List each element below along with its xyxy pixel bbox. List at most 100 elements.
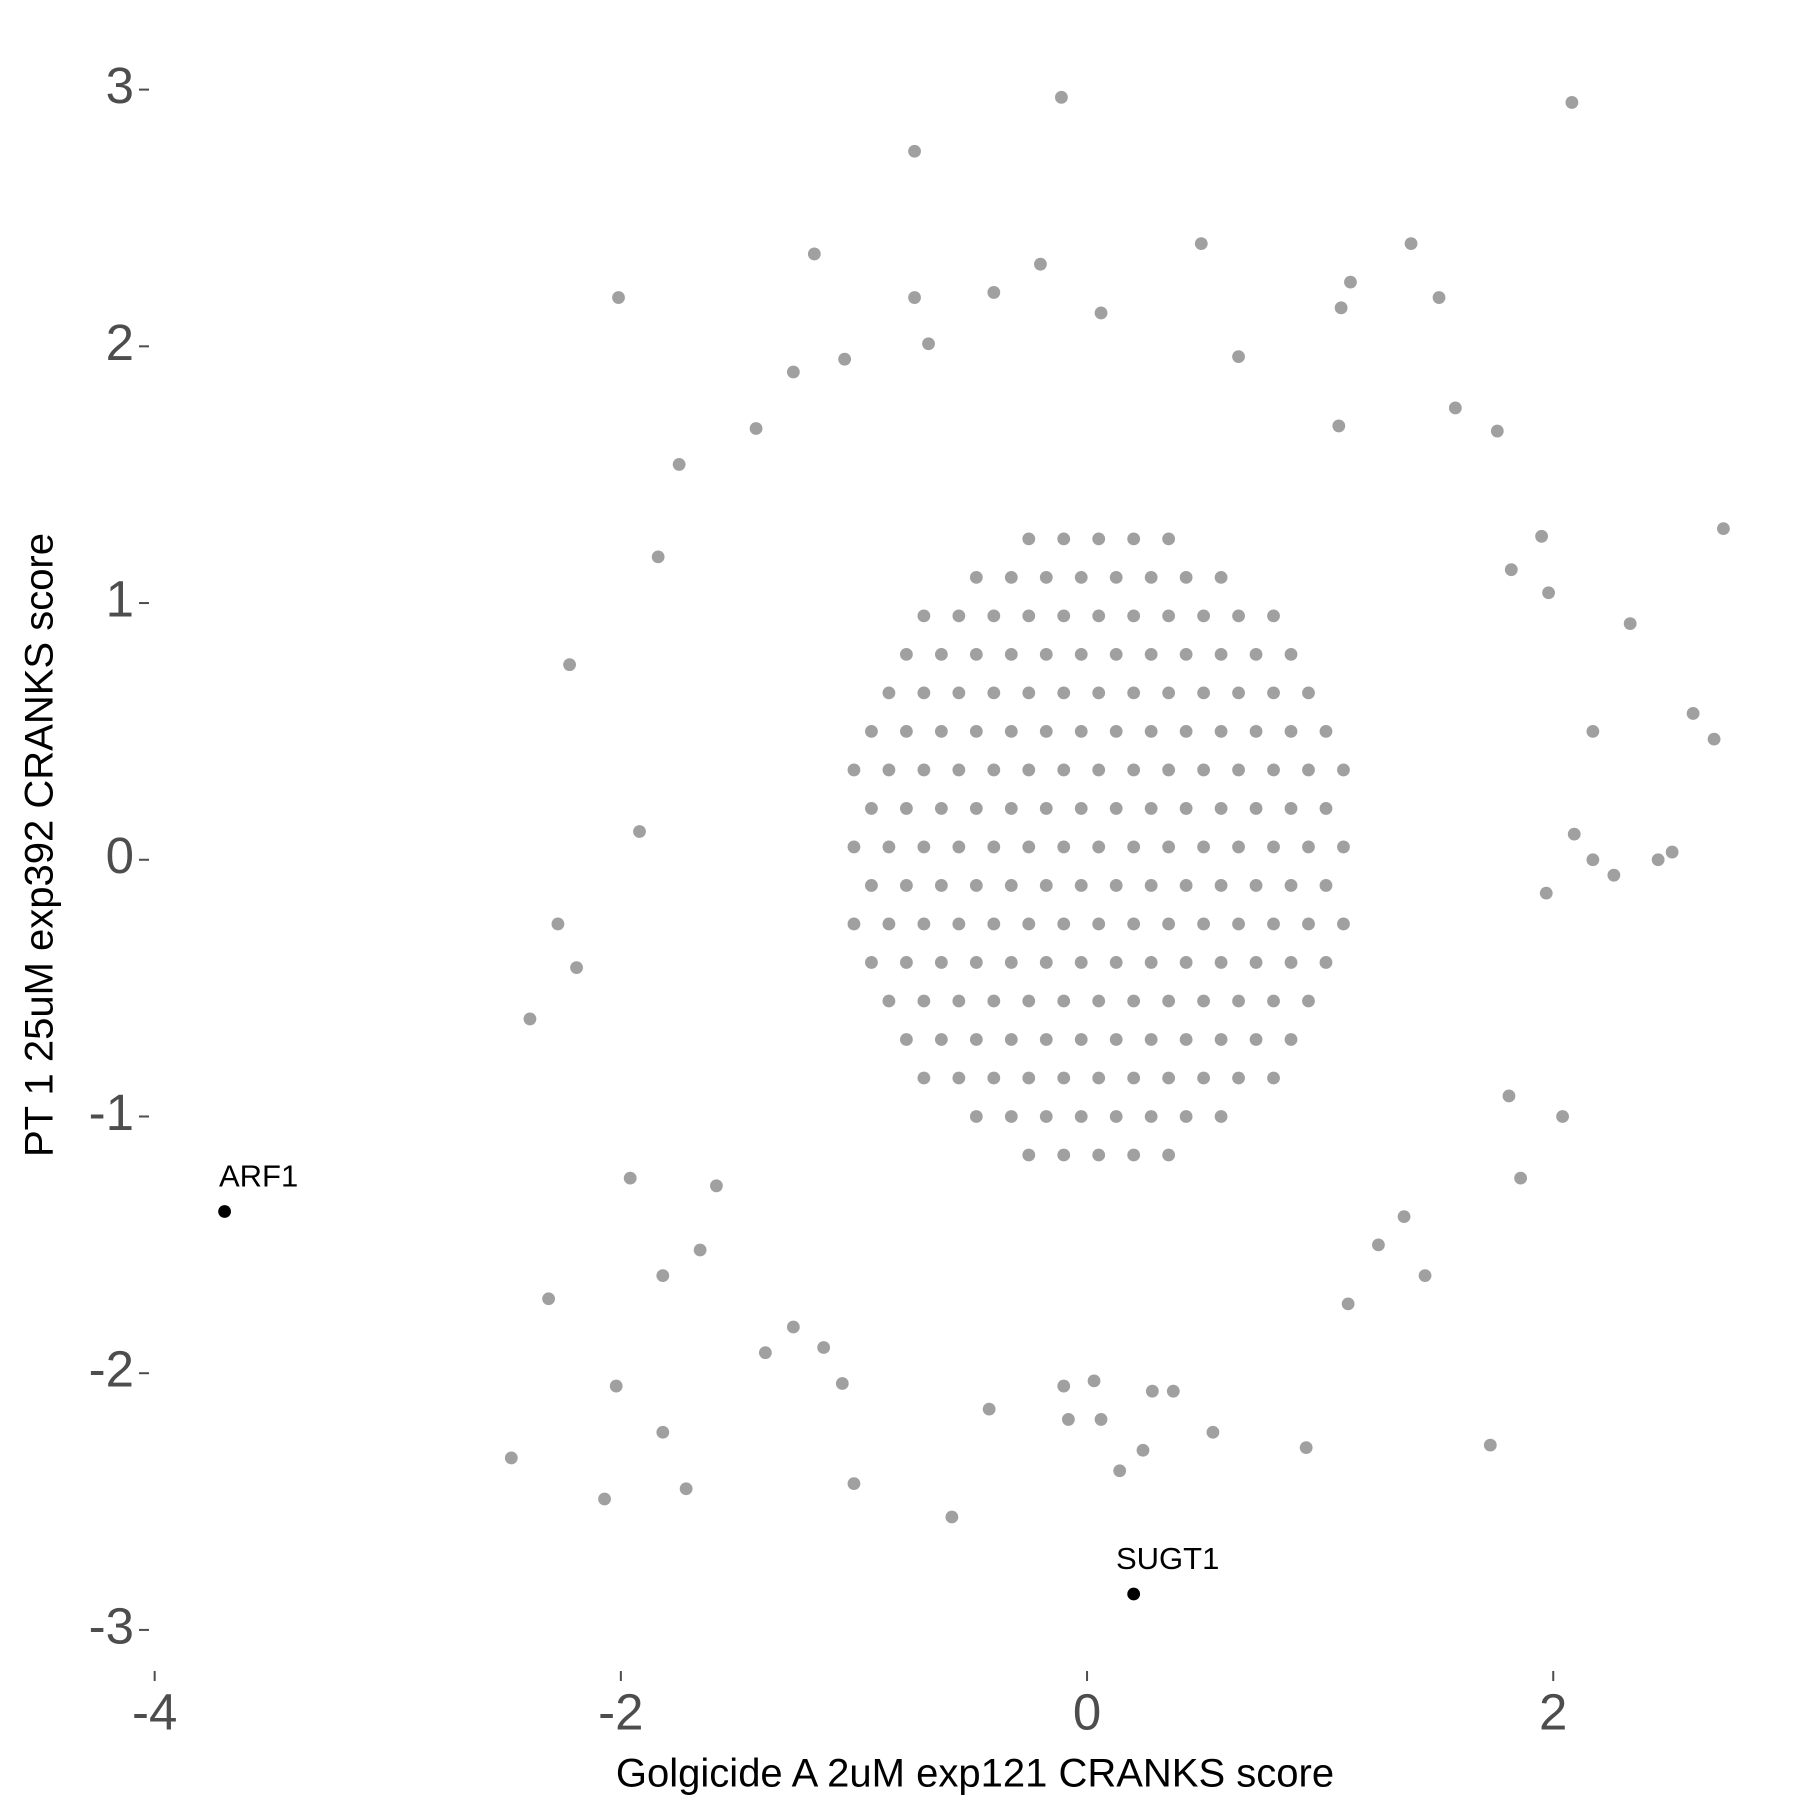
- point: [807, 247, 821, 261]
- y-tick-label: 3: [106, 57, 134, 114]
- point: [1092, 840, 1106, 854]
- point: [917, 763, 931, 777]
- point: [1039, 879, 1053, 892]
- point: [1707, 732, 1721, 746]
- point: [917, 994, 931, 1008]
- point: [1267, 1071, 1280, 1085]
- point: [1448, 401, 1462, 415]
- point: [1094, 1413, 1108, 1426]
- point: [1144, 956, 1158, 969]
- point: [1144, 725, 1158, 738]
- point: [1109, 1033, 1123, 1046]
- point: [1057, 1379, 1071, 1393]
- point: [1319, 956, 1333, 969]
- point: [900, 802, 913, 815]
- point: [838, 352, 852, 366]
- point: [570, 961, 583, 974]
- point: [987, 686, 1001, 700]
- point: [1127, 840, 1141, 854]
- point: [1004, 647, 1018, 661]
- point: [1214, 802, 1228, 815]
- point: [1057, 1071, 1071, 1085]
- point: [1197, 840, 1211, 854]
- point: [1087, 1374, 1101, 1388]
- point: [1302, 763, 1315, 777]
- x-axis-title: Golgicide A 2uM exp121 CRANKS score: [616, 1752, 1334, 1796]
- point: [817, 1341, 831, 1354]
- point: [1232, 994, 1245, 1008]
- x-tick-label: 0: [1073, 1683, 1101, 1740]
- point-label: ARF1: [219, 1159, 298, 1194]
- point: [945, 1510, 959, 1524]
- point: [1039, 647, 1053, 661]
- point: [900, 647, 913, 661]
- point: [1166, 1384, 1180, 1398]
- point: [917, 609, 931, 623]
- point: [1004, 570, 1018, 584]
- point: [1179, 879, 1193, 892]
- point: [1004, 725, 1018, 738]
- point: [1094, 306, 1108, 320]
- point: [1267, 994, 1280, 1008]
- point: [922, 337, 935, 351]
- point: [1214, 570, 1228, 584]
- point: [1144, 570, 1158, 584]
- point: [969, 879, 983, 892]
- point: [1299, 1441, 1313, 1455]
- point: [934, 1033, 948, 1046]
- point: [865, 725, 878, 738]
- point: [1341, 1297, 1355, 1311]
- point: [969, 1033, 983, 1046]
- point: [1214, 647, 1228, 661]
- point: [1127, 609, 1141, 623]
- point: [1092, 1148, 1106, 1162]
- point: [1022, 840, 1036, 854]
- point: [563, 658, 576, 672]
- point: [1302, 686, 1315, 700]
- point: [651, 550, 665, 564]
- point: [1162, 917, 1176, 931]
- point: [952, 686, 966, 700]
- point: [934, 879, 948, 892]
- point: [1162, 840, 1176, 854]
- point: [1197, 609, 1211, 623]
- point: [1062, 1413, 1075, 1426]
- point: [1319, 802, 1333, 815]
- point: [1686, 707, 1700, 720]
- y-tick-label: -3: [89, 1597, 134, 1654]
- point: [1194, 237, 1208, 251]
- point: [1214, 956, 1228, 969]
- point: [934, 725, 948, 738]
- point: [1267, 763, 1280, 777]
- point: [1267, 917, 1280, 931]
- point: [1109, 725, 1123, 738]
- point: [1197, 763, 1211, 777]
- point: [934, 647, 948, 661]
- point: [1074, 725, 1088, 738]
- point: [847, 1477, 861, 1490]
- point: [1109, 647, 1123, 661]
- point: [1249, 956, 1263, 969]
- point: [1092, 609, 1106, 623]
- point: [969, 802, 983, 815]
- point: [1267, 686, 1280, 700]
- point: [1232, 686, 1245, 700]
- point: [656, 1269, 670, 1283]
- point: [1022, 1148, 1036, 1162]
- point: [1127, 1587, 1141, 1601]
- point: [1039, 1110, 1053, 1123]
- point: [1665, 845, 1679, 859]
- point: [952, 840, 966, 854]
- point: [1179, 956, 1193, 969]
- point: [1232, 609, 1245, 623]
- point: [969, 725, 983, 738]
- point: [633, 825, 646, 838]
- point: [882, 686, 896, 700]
- point: [1214, 879, 1228, 892]
- point: [1127, 994, 1141, 1008]
- point: [1249, 725, 1263, 738]
- point: [1397, 1210, 1411, 1224]
- point: [656, 1425, 670, 1439]
- point: [1284, 647, 1298, 661]
